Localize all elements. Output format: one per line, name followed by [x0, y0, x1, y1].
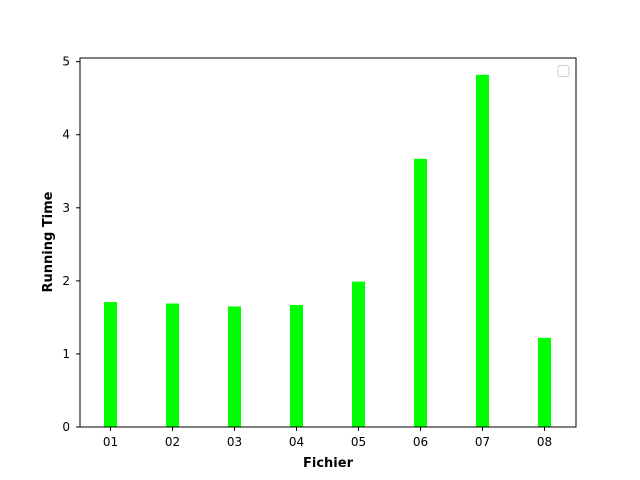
y-tick-label: 2: [62, 274, 70, 288]
bar-05: [352, 281, 365, 427]
x-tick-label: 08: [537, 435, 552, 449]
bar-02: [166, 303, 179, 427]
x-tick-label: 04: [289, 435, 304, 449]
bar-04: [290, 304, 303, 427]
y-tick-label: 0: [62, 420, 70, 434]
bar-03: [228, 306, 241, 427]
x-tick-label: 02: [165, 435, 180, 449]
y-axis-label: Running Time: [41, 191, 56, 292]
legend-box: [557, 65, 570, 77]
y-axis: 0 1 2 3 4 5: [62, 55, 80, 434]
bar-08: [538, 337, 551, 427]
bar-01: [104, 302, 117, 427]
x-tick-label: 01: [103, 435, 118, 449]
bar-06: [414, 158, 427, 428]
y-tick-label: 3: [62, 201, 70, 215]
bars-group: [104, 74, 551, 428]
y-tick-label: 5: [62, 55, 70, 69]
bar-07: [476, 74, 489, 427]
axes-frame: [79, 57, 577, 428]
x-axis-label: Fichier: [303, 456, 354, 471]
x-axis: 01 02 03 04 05 06 07 08: [103, 427, 552, 449]
x-tick-label: 03: [227, 435, 242, 449]
x-tick-label: 07: [475, 435, 490, 449]
x-tick-label: 06: [413, 435, 428, 449]
x-tick-label: 05: [351, 435, 366, 449]
y-tick-label: 4: [62, 128, 70, 142]
y-tick-label: 1: [62, 347, 70, 361]
